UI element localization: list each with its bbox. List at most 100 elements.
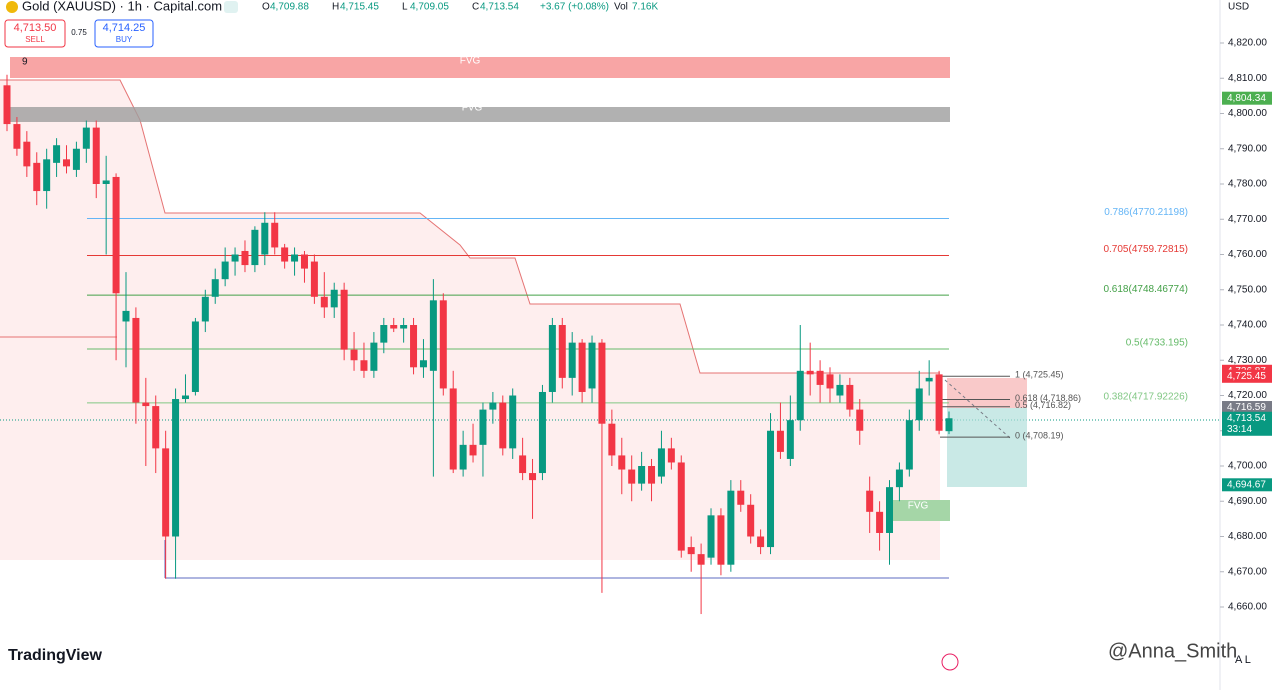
y-tick-label: 4,770.00 xyxy=(1228,214,1267,225)
candle-body xyxy=(578,342,586,392)
fvg-zone xyxy=(10,107,950,122)
candle-body xyxy=(300,254,308,269)
currency[interactable]: USD xyxy=(1228,2,1249,13)
trail-zone xyxy=(0,80,940,560)
indicator-count[interactable]: 9 xyxy=(22,57,28,68)
candle-body xyxy=(895,469,903,488)
candle-body xyxy=(380,325,388,343)
candle-body xyxy=(687,547,695,555)
candle-body xyxy=(767,430,775,548)
candle-body xyxy=(638,466,646,484)
y-tick-label: 4,760.00 xyxy=(1228,249,1267,260)
candle-body xyxy=(806,370,814,375)
candle-body xyxy=(162,448,170,537)
volume: 7.16K xyxy=(632,2,658,13)
candle-body xyxy=(13,124,21,149)
candle-body xyxy=(261,222,269,255)
price-badge-label: 4,804.34 xyxy=(1227,93,1266,104)
y-tick-label: 4,730.00 xyxy=(1228,355,1267,366)
candle-body xyxy=(251,229,259,266)
y-tick-label: 4,670.00 xyxy=(1228,566,1267,577)
candle-body xyxy=(459,444,467,470)
candle-body xyxy=(757,536,765,548)
fvg-label: FVG xyxy=(462,103,483,114)
candle-body xyxy=(33,162,41,192)
candle-body xyxy=(836,384,844,396)
candle-body xyxy=(281,247,289,262)
candle-body xyxy=(172,399,180,537)
price-badge xyxy=(1222,411,1272,436)
candle-body xyxy=(112,176,120,294)
candle-body xyxy=(271,222,279,248)
candle-body xyxy=(320,296,328,308)
candle-body xyxy=(905,420,913,470)
candle-body xyxy=(360,360,368,371)
position-fib-label: 0.5 (4,716.82) xyxy=(1015,400,1071,410)
candle-body xyxy=(876,511,884,533)
ohlc-header: O 4,709.88 H 4,715.45 L 4,709.05 C 4,713.54 +3.6… xyxy=(262,2,658,13)
scale-modes[interactable]: A L xyxy=(1235,654,1251,666)
candle-body xyxy=(519,455,527,474)
candle-body xyxy=(925,377,933,382)
candle-body xyxy=(439,300,447,389)
y-tick-label: 4,740.00 xyxy=(1228,320,1267,331)
candle-body xyxy=(846,384,854,410)
candle-body xyxy=(291,254,299,262)
y-tick-label: 4,750.00 xyxy=(1228,284,1267,295)
price-badge xyxy=(1222,401,1272,415)
sell-label: SELL xyxy=(25,35,45,44)
candle-body xyxy=(657,448,665,477)
fvg-label: FVG xyxy=(908,501,929,512)
candle-body xyxy=(945,418,953,432)
y-tick-label: 4,720.00 xyxy=(1228,390,1267,401)
fib-label: 0.382(4717.92226) xyxy=(1103,391,1188,402)
candle-body xyxy=(211,279,219,297)
price-axis xyxy=(1220,0,1280,690)
change: +3.67 (+0.08%) xyxy=(540,2,609,13)
candle-body xyxy=(469,444,477,456)
sell-button[interactable] xyxy=(4,19,66,48)
candle-body xyxy=(62,159,70,167)
fvg-zone xyxy=(893,500,950,521)
ohlc-key: H xyxy=(332,2,339,13)
fvg-label: FVG xyxy=(460,56,481,67)
candle-body xyxy=(538,391,546,474)
candle-body xyxy=(747,504,755,537)
y-tick-label: 4,810.00 xyxy=(1228,73,1267,84)
fib-label: 0.786(4770.21198) xyxy=(1104,207,1188,218)
candle-body xyxy=(737,490,745,505)
candle-body xyxy=(628,469,636,484)
volume-key: Vol xyxy=(614,2,628,13)
candle-body xyxy=(499,402,507,449)
y-tick-label: 4,700.00 xyxy=(1228,461,1267,472)
ohlc-key: L xyxy=(402,2,408,13)
candle-body xyxy=(53,145,61,163)
position-fib-label: 0 (4,708.19) xyxy=(1015,431,1064,441)
candle-body xyxy=(489,402,497,410)
candle-body xyxy=(43,159,51,192)
stop-zone xyxy=(947,378,1027,408)
flash-icon[interactable] xyxy=(941,653,959,671)
y-tick-label: 4,660.00 xyxy=(1228,602,1267,613)
position-fib-label: 0.618 (4,718.86) xyxy=(1015,393,1081,403)
ohlc-value: 4,713.54 xyxy=(480,2,519,13)
candle-body xyxy=(330,289,338,308)
ohlc-key: O xyxy=(262,2,270,13)
spread: 0.75 xyxy=(71,28,87,37)
candle-body xyxy=(816,370,824,385)
candle-body xyxy=(390,325,398,329)
candle-body xyxy=(72,148,80,170)
candle-body xyxy=(866,490,874,512)
fib-label: 0.705(4759.72815) xyxy=(1103,244,1188,255)
target-zone xyxy=(947,408,1027,487)
buy-button[interactable] xyxy=(94,19,154,48)
position-fib-label: 1 (4,725.45) xyxy=(1015,370,1064,380)
y-tick-label: 4,680.00 xyxy=(1228,531,1267,542)
candle-body xyxy=(201,296,209,322)
candle-body xyxy=(142,402,150,407)
y-tick-label: 4,790.00 xyxy=(1228,143,1267,154)
candle-body xyxy=(132,317,140,403)
candle-body xyxy=(727,490,735,565)
candle-body xyxy=(241,250,249,266)
